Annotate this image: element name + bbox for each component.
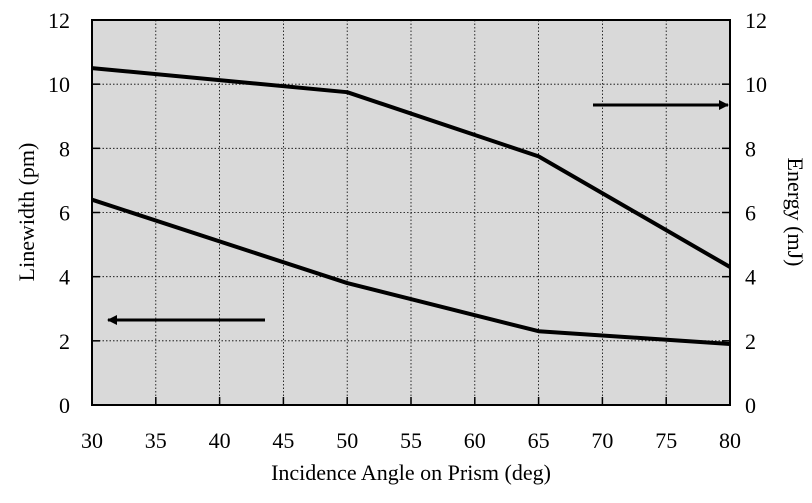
x-tick-label: 30 — [81, 428, 103, 453]
x-tick-label: 65 — [528, 428, 550, 453]
y2-tick-label: 10 — [745, 72, 767, 97]
y-tick-label: 10 — [48, 72, 70, 97]
x-axis-label: Incidence Angle on Prism (deg) — [271, 460, 551, 485]
y-tick-label: 4 — [59, 265, 70, 290]
y2-tick-label: 4 — [745, 265, 756, 290]
y2-tick-label: 0 — [745, 393, 756, 418]
x-tick-label: 45 — [272, 428, 294, 453]
y-axis-label: Linewidth (pm) — [14, 143, 39, 282]
x-tick-label: 75 — [655, 428, 677, 453]
lines — [91, 66, 732, 347]
x-tick-label: 70 — [591, 428, 613, 453]
x-tick-label: 60 — [464, 428, 486, 453]
series-line — [91, 197, 731, 347]
x-tick-label: 40 — [209, 428, 231, 453]
y2-axis-label: Energy (mJ) — [783, 158, 808, 267]
y-tick-label: 12 — [48, 8, 70, 33]
y-tick-label: 6 — [59, 201, 70, 226]
x-tick-label: 55 — [400, 428, 422, 453]
y-tick-label: 2 — [59, 329, 70, 354]
y2-tick-label: 2 — [745, 329, 756, 354]
series-line — [91, 66, 732, 269]
y2-tick-label: 6 — [745, 201, 756, 226]
x-tick-label: 50 — [336, 428, 358, 453]
y2-tick-label: 8 — [745, 136, 756, 161]
y2-tick-label: 12 — [745, 8, 767, 33]
y-tick-label: 0 — [59, 393, 70, 418]
x-tick-label: 35 — [145, 428, 167, 453]
y-tick-label: 8 — [59, 136, 70, 161]
x-tick-label: 80 — [719, 428, 741, 453]
